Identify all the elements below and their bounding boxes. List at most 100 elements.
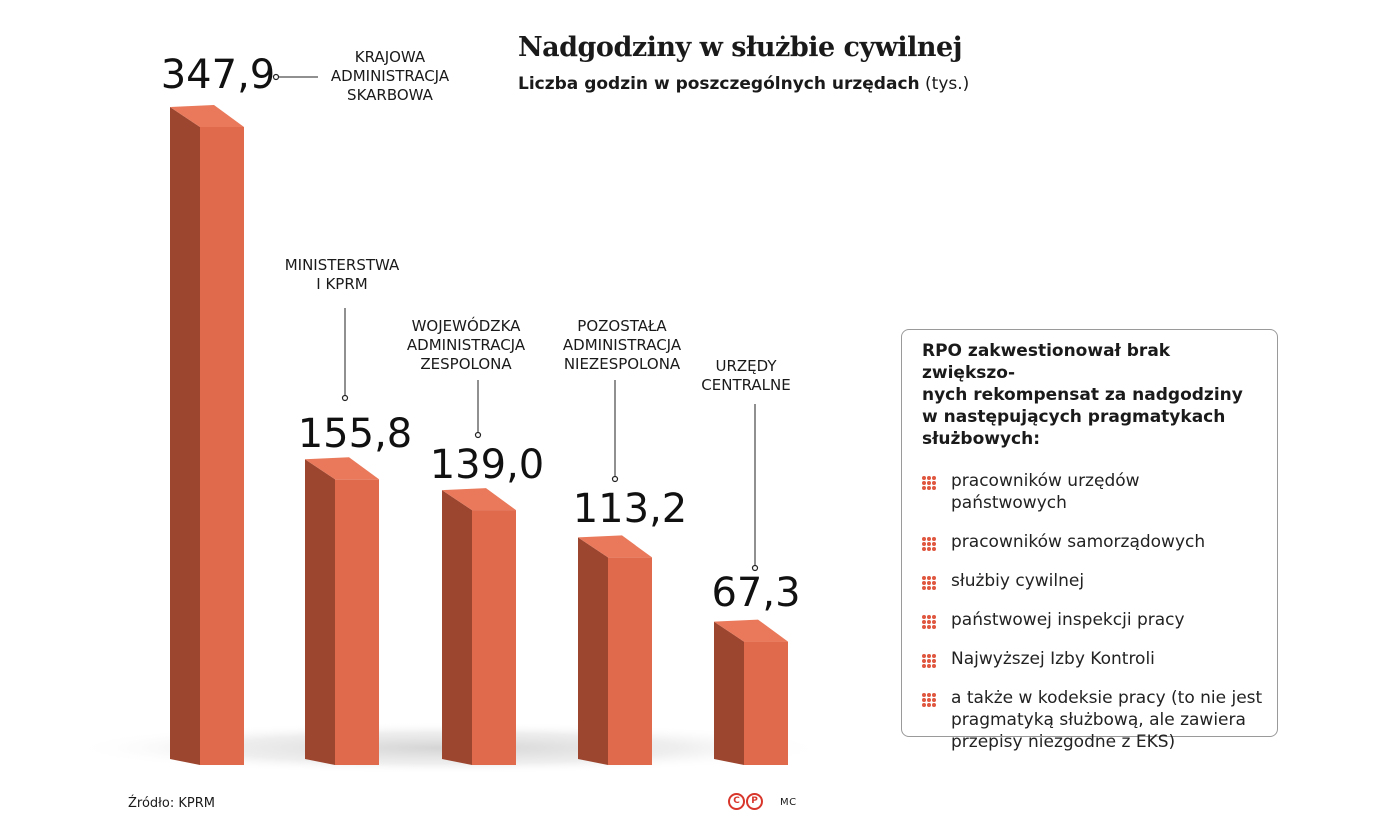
bullet-dot [922,615,926,619]
category-label-line: ADMINISTRACJA [407,336,526,354]
bullet-dot [932,586,936,590]
list-item: a także w kodeksie pracy (to nie jest pr… [922,687,1263,753]
publisher-logo: C P [728,793,763,810]
bar-category-label: WOJEWÓDZKA ADMINISTRACJA ZESPOLONA [407,316,526,373]
bullet-dot [932,693,936,697]
chart-title: Nadgodziny w służbie cywilnej [518,32,963,63]
bar-front-face [335,479,379,765]
bar-top-face [170,105,244,127]
category-label-line: I KPRM [316,275,367,293]
bullet-dot [932,615,936,619]
bar-top-face [305,457,379,480]
bullet-dot [932,576,936,580]
leader-dot [474,431,482,439]
bullet-dot [927,476,931,480]
bullet-dot [922,693,926,697]
bar-category-label: POZOSTAŁA ADMINISTRACJA NIEZESPOLONA [563,317,682,373]
bar-value-label: 113,2 [573,486,688,532]
leader-dot [341,394,349,402]
bar-value-label: 139,0 [430,442,545,488]
dot-grid-icon [922,576,936,590]
bullet-dot [932,481,936,485]
bullet-dot [922,476,926,480]
leader-dot [611,475,619,483]
bullet-dot [922,486,926,490]
category-label-line: URZĘDY [715,357,777,375]
list-item: pracowników urzędów państwowych [922,470,1263,514]
bullet-dot [932,664,936,668]
list-item: pracowników samorządowych [922,531,1263,553]
bar-top-face [714,619,788,642]
bullet-dot [932,581,936,585]
bullet-dot [922,654,926,658]
dot-grid-icon [922,693,936,707]
category-label-line: SKARBOWA [347,86,434,104]
info-box-list: pracowników urzędów państwowych pracowni… [922,470,1263,753]
bullet-dot [927,542,931,546]
bullet-dot [922,576,926,580]
dot-grid-icon [922,537,936,551]
bar-category-label: MINISTERSTWA I KPRM [285,256,400,293]
category-label-line: ZESPOLONA [420,355,512,373]
leader-dot [272,73,280,81]
subtitle-main: Liczba godzin w poszczególnych urzędach [518,74,920,94]
bullet-dot [927,620,931,624]
bullet-dot [932,625,936,629]
bullet-dot [932,537,936,541]
bar-value-label: 347,9 [161,52,276,98]
list-item-text: Najwyższej Izby Kontroli [951,649,1155,669]
info-box: RPO zakwestionował brak zwiększo- nych r… [901,329,1278,752]
bar-side-face [170,107,200,765]
bullet-dot [922,625,926,629]
bullet-dot [927,576,931,580]
dot-grid-icon [922,615,936,629]
category-label-line: MINISTERSTWA [285,256,400,274]
category-label-line: KRAJOWA [355,48,426,66]
bar-front-face [608,557,652,765]
category-label-line: WOJEWÓDZKA [412,316,522,335]
list-item-text: pracowników samorządowych [951,532,1206,552]
bullet-dot [927,703,931,707]
author-initials: MC [780,797,797,808]
bullet-dot [927,481,931,485]
bullet-dot [927,664,931,668]
bullet-dot [932,703,936,707]
bullet-dot [927,698,931,702]
category-label-line: ADMINISTRACJA [331,67,450,85]
bullet-dot [922,659,926,663]
list-item-text: pracowników urzędów państwowych [951,471,1140,513]
bullet-dot [922,620,926,624]
bullet-dot [922,537,926,541]
bullet-dot [932,486,936,490]
bar-side-face [305,459,335,765]
logo-letter: P [746,793,763,810]
bullet-dot [922,664,926,668]
bar-value-label: 67,3 [711,570,800,616]
bar-front-face [472,510,516,765]
list-item-text: a także w kodeksie pracy (to nie jest pr… [951,688,1263,752]
bullet-dot [922,481,926,485]
bullet-dot [927,693,931,697]
bullet-dot [927,659,931,663]
list-item-text: służbiy cywilnej [951,571,1085,591]
bullet-dot [922,703,926,707]
bullet-dot [922,586,926,590]
bar-front-face [744,641,788,765]
chart-subtitle: Liczba godzin w poszczególnych urzędach … [518,74,969,94]
bar-side-face [714,621,744,765]
bullet-dot [927,615,931,619]
bullet-dot [927,625,931,629]
bar-value-label: 155,8 [298,411,413,457]
bullet-dot [932,547,936,551]
logo-letter: C [728,793,745,810]
list-item-text: państwowej inspekcji pracy [951,610,1185,630]
bullet-dot [922,581,926,585]
bullet-dot [927,654,931,658]
info-box-title: RPO zakwestionował brak zwiększo- nych r… [922,341,1243,449]
bullet-dot [932,620,936,624]
bar-chart: 347,9 KRAJOWA ADMINISTRACJA SKARBOWA155,8MI… [70,48,830,774]
bullet-dot [927,586,931,590]
bar-category-label: KRAJOWA ADMINISTRACJA SKARBOWA [331,48,450,104]
bullet-dot [932,654,936,658]
list-item: służbiy cywilnej [922,570,1263,592]
